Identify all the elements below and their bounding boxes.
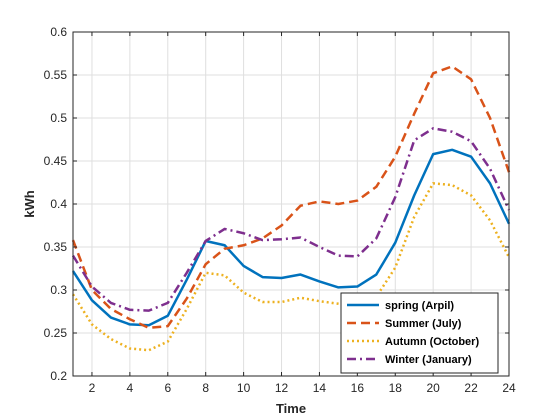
axis-ticks: 2 4 6 8 10 12 14 16 18 20 22 240.20.250.30.350.40.4… — [44, 25, 516, 395]
y-tick-label: 0.45 — [44, 154, 68, 168]
y-tick-label: 0.4 — [50, 197, 67, 211]
x-tick-label: 8 — [202, 381, 209, 395]
x-tick-label: 12 — [275, 381, 289, 395]
legend: spring (Arpil) Summer (July) Autumn (Octob… — [340, 292, 499, 374]
y-tick-label: 0.5 — [50, 111, 67, 125]
x-tick-label: 10 — [237, 381, 251, 395]
x-tick-label: 4 — [127, 381, 134, 395]
y-tick-label: 0.3 — [50, 283, 67, 297]
legend-entry-label: Winter (January) — [385, 354, 472, 366]
x-tick-label: 6 — [164, 381, 171, 395]
series-line — [71, 127, 511, 312]
x-tick-label: 16 — [351, 381, 365, 395]
legend-entry-label: Autumn (October) — [385, 336, 479, 348]
series-line — [71, 182, 511, 352]
series-layer — [71, 65, 511, 352]
x-tick-label: 18 — [389, 381, 403, 395]
y-tick-label: 0.55 — [44, 68, 68, 82]
y-tick-label: 0.25 — [44, 326, 68, 340]
y-tick-label: 0.2 — [50, 369, 67, 383]
x-tick-label: 2 — [89, 381, 96, 395]
y-axis-label: kWh — [22, 190, 37, 218]
series-line — [71, 65, 511, 330]
x-tick-label: 24 — [502, 381, 516, 395]
y-tick-label: 0.35 — [44, 240, 68, 254]
legend-entry-label: Summer (July) — [385, 318, 462, 330]
x-tick-label: 20 — [426, 381, 440, 395]
y-tick-label: 0.6 — [50, 25, 67, 39]
legend-entry-label: spring (Arpil) — [385, 300, 454, 312]
x-tick-label: 22 — [464, 381, 478, 395]
x-axis-label: Time — [276, 401, 306, 416]
x-tick-label: 14 — [313, 381, 327, 395]
